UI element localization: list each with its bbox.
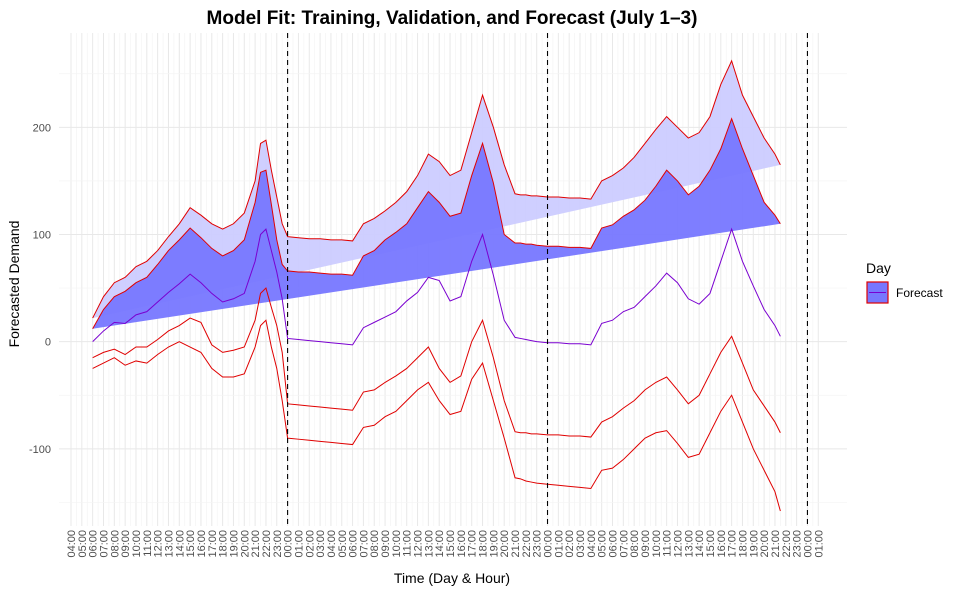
x-tick-label: 10:00 (131, 530, 143, 558)
x-tick-label: 20:00 (499, 530, 511, 558)
legend-label-forecast: Forecast (896, 286, 943, 300)
tick-layer: -100010020004:0005:0006:0007:0008:0009:0… (29, 122, 825, 557)
x-tick-label: 08:00 (109, 530, 121, 558)
x-tick-label: 05:00 (597, 530, 609, 558)
x-tick-label: 09:00 (640, 530, 652, 558)
x-tick-label: 01:00 (553, 530, 565, 558)
x-tick-label: 16:00 (716, 530, 728, 558)
x-tick-label: 12:00 (413, 530, 425, 558)
x-tick-label: 17:00 (207, 530, 219, 558)
x-tick-label: 05:00 (77, 530, 89, 558)
x-tick-label: 11:00 (142, 530, 154, 557)
x-tick-label: 08:00 (369, 530, 381, 558)
y-tick-label: 0 (45, 337, 51, 349)
x-tick-label: 05:00 (337, 530, 349, 558)
x-tick-label: 01:00 (813, 530, 825, 558)
x-tick-label: 14:00 (694, 530, 706, 558)
inner-upper-line (92, 117, 781, 330)
x-tick-label: 15:00 (445, 530, 457, 558)
x-tick-label: 13:00 (163, 530, 175, 558)
x-tick-label: 17:00 (727, 530, 739, 558)
x-tick-label: 13:00 (423, 530, 435, 558)
x-tick-label: 06:00 (88, 530, 100, 558)
x-tick-label: 12:00 (672, 530, 684, 558)
outer-lower-line (92, 319, 781, 512)
x-axis-title: Time (Day & Hour) (394, 570, 510, 586)
x-tick-label: 15:00 (705, 530, 717, 558)
x-tick-label: 23:00 (272, 530, 284, 558)
x-tick-label: 21:00 (510, 530, 522, 558)
x-tick-label: 11:00 (662, 530, 674, 557)
forecast-mean-line (92, 227, 781, 346)
x-tick-label: 07:00 (98, 530, 110, 558)
y-tick-label: 200 (33, 122, 51, 134)
x-tick-label: 21:00 (770, 530, 782, 558)
x-tick-label: 04:00 (326, 530, 338, 558)
x-tick-label: 06:00 (348, 530, 360, 558)
x-tick-label: 19:00 (488, 530, 500, 558)
x-tick-label: 18:00 (218, 530, 230, 558)
vline-layer (287, 33, 808, 526)
x-tick-label: 14:00 (434, 530, 446, 558)
x-tick-label: 02:00 (304, 530, 316, 558)
x-tick-label: 03:00 (575, 530, 587, 558)
x-tick-label: 18:00 (478, 530, 490, 558)
x-tick-label: 07:00 (618, 530, 630, 558)
chart-title: Model Fit: Training, Validation, and For… (207, 8, 698, 29)
x-tick-label: 20:00 (239, 530, 251, 558)
x-tick-label: 01:00 (293, 530, 305, 558)
x-tick-label: 00:00 (802, 530, 814, 558)
x-tick-label: 00:00 (543, 530, 555, 558)
x-tick-label: 17:00 (467, 530, 479, 558)
x-tick-label: 22:00 (261, 530, 273, 558)
x-tick-label: 20:00 (759, 530, 771, 558)
x-tick-label: 13:00 (683, 530, 695, 558)
x-tick-label: 07:00 (358, 530, 370, 558)
x-tick-label: 06:00 (608, 530, 620, 558)
x-tick-label: 08:00 (629, 530, 641, 558)
x-tick-label: 04:00 (66, 530, 78, 558)
x-tick-label: 14:00 (174, 530, 186, 558)
x-tick-label: 15:00 (185, 530, 197, 558)
x-tick-label: 03:00 (315, 530, 327, 558)
x-tick-label: 12:00 (153, 530, 165, 558)
inner-lower-line (92, 287, 781, 438)
y-axis-title: Forecasted Demand (6, 221, 22, 348)
x-tick-label: 09:00 (120, 530, 132, 558)
x-tick-label: 21:00 (250, 530, 262, 558)
y-tick-label: 100 (33, 229, 51, 241)
y-tick-label: -100 (29, 444, 51, 456)
x-tick-label: 00:00 (283, 530, 295, 558)
x-tick-label: 23:00 (532, 530, 544, 558)
x-tick-label: 11:00 (402, 530, 414, 557)
outer-upper-line (92, 59, 781, 319)
band-layer (92, 59, 781, 512)
x-tick-label: 02:00 (564, 530, 576, 558)
x-tick-label: 16:00 (456, 530, 468, 558)
x-tick-label: 19:00 (228, 530, 240, 558)
x-tick-label: 19:00 (748, 530, 760, 558)
x-tick-label: 10:00 (651, 530, 663, 558)
x-tick-label: 23:00 (792, 530, 804, 558)
x-tick-label: 22:00 (781, 530, 793, 558)
legend-title: Day (866, 260, 891, 276)
x-tick-label: 10:00 (391, 530, 403, 558)
x-tick-label: 09:00 (380, 530, 392, 558)
x-tick-label: 18:00 (737, 530, 749, 558)
legend: Day Forecast (866, 260, 943, 304)
x-tick-label: 04:00 (586, 530, 598, 558)
x-tick-label: 22:00 (521, 530, 533, 558)
x-tick-label: 16:00 (196, 530, 208, 558)
